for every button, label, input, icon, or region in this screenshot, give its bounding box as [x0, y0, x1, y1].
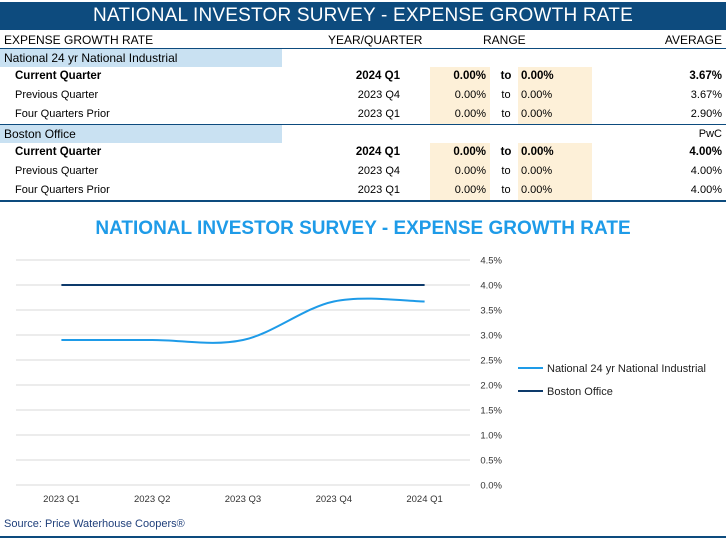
- row-period: 2023 Q1: [357, 184, 400, 196]
- x-tick-label: 2023 Q2: [134, 494, 170, 505]
- row-label: Previous Quarter: [15, 165, 99, 177]
- header-divider: [0, 48, 726, 49]
- y-tick-label: 3.5%: [480, 306, 502, 317]
- range-low: 0.00%: [430, 162, 490, 181]
- row-label: Current Quarter: [15, 70, 102, 82]
- table-bottom-divider: [0, 200, 726, 202]
- header-range: RANGE: [483, 33, 526, 47]
- range-to: to: [500, 146, 512, 158]
- group-note: PwC: [698, 128, 722, 140]
- range-high: 0.00%: [518, 181, 592, 200]
- header-average: AVERAGE: [664, 33, 722, 47]
- page-title: NATIONAL INVESTOR SURVEY - EXPENSE GROWT…: [0, 2, 726, 30]
- range-high: 0.00%: [518, 105, 592, 124]
- range-high: 0.00%: [518, 67, 592, 86]
- row-average: 3.67%: [690, 89, 722, 101]
- table-row: Four Quarters Prior 2023 Q1 0.00% to 0.0…: [0, 105, 726, 124]
- series-line: [61, 297, 425, 344]
- range-high: 0.00%: [518, 162, 592, 181]
- range-low: 0.00%: [430, 181, 490, 200]
- y-tick-label: 0.0%: [480, 481, 502, 492]
- row-period: 2024 Q1: [355, 70, 400, 82]
- table-row: Current Quarter 2024 Q1 0.00% to 0.00% 3…: [0, 67, 726, 86]
- y-tick-label: 3.0%: [480, 331, 502, 342]
- y-tick-label: 2.5%: [480, 356, 502, 367]
- row-period: 2023 Q4: [357, 165, 400, 177]
- range-low: 0.00%: [430, 105, 490, 124]
- row-label: Current Quarter: [15, 146, 102, 158]
- row-period: 2024 Q1: [355, 146, 400, 158]
- range-low: 0.00%: [430, 143, 490, 162]
- range-to: to: [501, 108, 511, 120]
- row-period: 2023 Q4: [357, 89, 400, 101]
- source-note: Source: Price Waterhouse Coopers®: [4, 518, 185, 530]
- header-year-quarter: YEAR/QUARTER: [328, 33, 423, 47]
- table-row: Current Quarter 2024 Q1 0.00% to 0.00% 4…: [0, 143, 726, 162]
- row-average: 2.90%: [690, 108, 722, 120]
- y-tick-label: 1.0%: [480, 431, 502, 442]
- row-average: 4.00%: [690, 184, 722, 196]
- legend-label: National 24 yr National Industrial: [547, 363, 706, 375]
- row-label: Four Quarters Prior: [15, 108, 110, 120]
- range-to: to: [501, 89, 511, 101]
- row-label: Previous Quarter: [15, 89, 99, 101]
- row-average: 4.00%: [690, 165, 722, 177]
- range-high: 0.00%: [518, 86, 592, 105]
- x-tick-label: 2023 Q4: [316, 494, 352, 505]
- group-divider: [0, 124, 726, 125]
- x-tick-label: 2024 Q1: [406, 494, 442, 505]
- y-tick-label: 4.5%: [480, 256, 502, 267]
- legend-label: Boston Office: [547, 386, 613, 398]
- range-high: 0.00%: [518, 143, 592, 162]
- table-row: Previous Quarter 2023 Q4 0.00% to 0.00% …: [0, 162, 726, 181]
- y-tick-label: 2.0%: [480, 381, 502, 392]
- bottom-divider: [0, 536, 726, 538]
- row-average: 4.00%: [689, 146, 722, 158]
- range-to: to: [500, 70, 512, 82]
- row-average: 3.67%: [689, 70, 722, 82]
- chart-title: NATIONAL INVESTOR SURVEY - EXPENSE GROWT…: [95, 218, 631, 239]
- range-to: to: [501, 184, 511, 196]
- range-low: 0.00%: [430, 86, 490, 105]
- table-row: Previous Quarter 2023 Q4 0.00% to 0.00% …: [0, 86, 726, 105]
- row-period: 2023 Q1: [357, 108, 400, 120]
- table-row: Four Quarters Prior 2023 Q1 0.00% to 0.0…: [0, 181, 726, 200]
- row-label: Four Quarters Prior: [15, 184, 110, 196]
- y-tick-label: 4.0%: [480, 281, 502, 292]
- group-name: National 24 yr National Industrial: [0, 49, 282, 67]
- group-name: Boston Office: [0, 125, 282, 143]
- y-tick-label: 0.5%: [480, 456, 502, 467]
- range-to: to: [501, 165, 511, 177]
- y-tick-label: 1.5%: [480, 406, 502, 417]
- x-tick-label: 2023 Q3: [225, 494, 261, 505]
- range-low: 0.00%: [430, 67, 490, 86]
- x-tick-label: 2023 Q1: [43, 494, 79, 505]
- header-label: EXPENSE GROWTH RATE: [4, 33, 154, 47]
